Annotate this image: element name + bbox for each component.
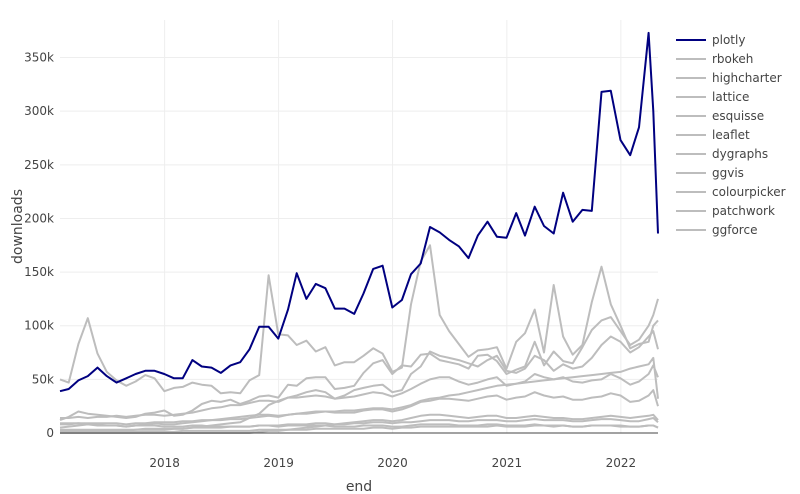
legend-item-ggforce[interactable]: ggforce (676, 223, 757, 237)
legend-item-leaflet[interactable]: leaflet (676, 128, 750, 142)
legend-item-plotly[interactable]: plotly (676, 33, 745, 47)
legend-item-colourpicker[interactable]: colourpicker (676, 185, 786, 199)
y-tick-label: 350k (24, 51, 54, 65)
axes: 0 50k 100k 150k 200k 250k 300k 350k 2018 2019 2020… (10, 51, 658, 494)
x-tick-label: 2018 (149, 456, 180, 470)
series-lines (59, 31, 659, 434)
x-tick-label: 2019 (263, 456, 294, 470)
legend-label: ggforce (712, 223, 757, 237)
series-line-colourpicker[interactable] (60, 417, 659, 431)
y-tick-label: 300k (24, 104, 54, 118)
legend-item-dygraphs[interactable]: dygraphs (676, 147, 768, 161)
legend: plotly rbokeh highcharter lattice esquisse le… (676, 33, 786, 237)
legend-item-highcharter[interactable]: highcharter (676, 71, 782, 85)
series-line-plotly[interactable] (59, 31, 659, 393)
legend-label: colourpicker (712, 185, 786, 199)
series-line-dygraphs[interactable] (59, 389, 659, 429)
series-line-leaflet[interactable] (60, 364, 659, 419)
x-axis-title: end (346, 479, 372, 494)
x-tick-label: 2022 (606, 456, 637, 470)
legend-label: patchwork (712, 204, 775, 218)
legend-label: dygraphs (712, 147, 768, 161)
series-line-ggforce[interactable] (60, 424, 659, 433)
legend-label: highcharter (712, 71, 782, 85)
y-tick-label: 150k (24, 265, 54, 279)
series-line-rbokeh[interactable] (59, 244, 659, 395)
y-tick-label: 50k (32, 372, 54, 386)
legend-label: rbokeh (712, 52, 753, 66)
legend-item-lattice[interactable]: lattice (676, 90, 749, 104)
y-tick-label: 200k (24, 211, 54, 225)
legend-label: plotly (712, 33, 745, 47)
y-axis-title: downloads (10, 189, 26, 264)
legend-label: esquisse (712, 109, 764, 123)
legend-item-ggvis[interactable]: ggvis (676, 166, 744, 180)
series-line-esquisse[interactable] (60, 330, 659, 432)
y-tick-label: 0 (46, 426, 54, 440)
legend-item-patchwork[interactable]: patchwork (676, 204, 775, 218)
grid (60, 20, 658, 433)
x-tick-label: 2020 (377, 456, 408, 470)
legend-label: ggvis (712, 166, 744, 180)
y-tick-label: 100k (24, 319, 54, 333)
legend-item-rbokeh[interactable]: rbokeh (676, 52, 753, 66)
legend-label: leaflet (712, 128, 750, 142)
legend-label: lattice (712, 90, 749, 104)
y-tick-label: 250k (24, 158, 54, 172)
x-tick-label: 2021 (492, 456, 523, 470)
legend-item-esquisse[interactable]: esquisse (676, 109, 764, 123)
series-line-highcharter[interactable] (59, 298, 659, 422)
